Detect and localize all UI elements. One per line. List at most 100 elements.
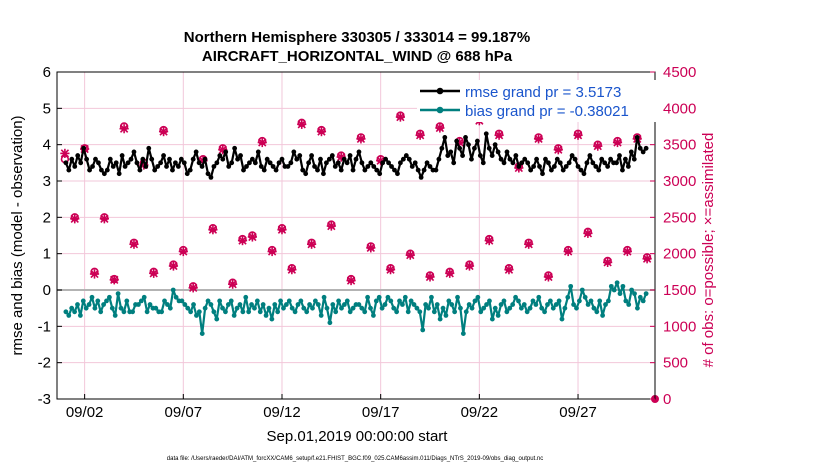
bias-point bbox=[626, 302, 632, 307]
obs-assimilated-point bbox=[70, 214, 80, 224]
bias-point bbox=[550, 305, 556, 311]
rmse-point bbox=[548, 167, 554, 173]
rmse-point bbox=[424, 160, 430, 166]
bias-point bbox=[547, 298, 553, 304]
obs-assimilated-point bbox=[287, 265, 297, 275]
rmse-point bbox=[208, 174, 214, 180]
obs-assimilated-point bbox=[583, 228, 593, 238]
rmse-point bbox=[152, 167, 158, 173]
bias-point bbox=[72, 309, 77, 315]
y-tick-label-left: 0 bbox=[43, 282, 51, 299]
rmse-point bbox=[374, 167, 380, 173]
rmse-point bbox=[306, 160, 312, 166]
bias-point bbox=[489, 316, 495, 322]
rmse-point bbox=[578, 167, 584, 173]
bias-point bbox=[301, 305, 307, 311]
bias-point bbox=[260, 302, 266, 307]
obs-assimilated-point bbox=[415, 130, 425, 140]
bias-point bbox=[411, 302, 417, 307]
bias-point bbox=[269, 316, 275, 322]
bias-point bbox=[347, 309, 353, 315]
bias-point bbox=[220, 305, 225, 311]
obs-assimilated-point bbox=[366, 243, 376, 253]
rmse-point bbox=[84, 156, 90, 162]
rmse-point bbox=[341, 156, 347, 162]
rmse-point bbox=[235, 156, 240, 162]
obs-assimilated-point bbox=[297, 119, 307, 129]
obs-assimilated-point bbox=[316, 126, 327, 137]
bias-point bbox=[429, 294, 434, 300]
rmse-point bbox=[87, 167, 92, 173]
bias-point bbox=[283, 302, 289, 307]
legend: rmse grand pr = 3.5173 bias grand pr = -… bbox=[417, 80, 657, 122]
bias-point bbox=[600, 313, 606, 318]
bias-point bbox=[382, 302, 388, 307]
obs-assimilated-point bbox=[208, 225, 218, 235]
obs-assimilated-point bbox=[563, 246, 573, 257]
bias-point bbox=[588, 298, 594, 304]
rmse-point bbox=[134, 160, 140, 166]
rmse-point bbox=[477, 153, 483, 158]
bias-point bbox=[527, 305, 533, 311]
rmse-point bbox=[439, 145, 445, 151]
rmse-point bbox=[181, 160, 187, 166]
bias-point bbox=[182, 302, 188, 307]
rmse-point bbox=[252, 160, 258, 166]
title-line-2: AIRCRAFT_HORIZONTAL_WIND @ 688 hPa bbox=[202, 48, 513, 65]
rmse-point bbox=[196, 160, 202, 166]
rmse-point bbox=[442, 135, 448, 140]
bias-point bbox=[585, 302, 591, 307]
bias-point bbox=[463, 309, 469, 315]
rmse-point bbox=[480, 160, 486, 166]
rmse-point bbox=[110, 164, 116, 169]
rmse-point bbox=[335, 160, 341, 166]
rmse-point bbox=[344, 160, 350, 166]
bias-point bbox=[205, 298, 211, 304]
obs-assimilated-point bbox=[149, 268, 159, 278]
rmse-point bbox=[220, 156, 226, 162]
bias-point bbox=[254, 298, 260, 304]
rmse-point bbox=[421, 167, 427, 173]
bias-point bbox=[391, 305, 397, 311]
bias-point bbox=[545, 302, 550, 307]
obs-assimilated-point bbox=[356, 134, 366, 144]
bias-point bbox=[365, 294, 371, 300]
y-tick-label-right: 4000 bbox=[663, 100, 696, 117]
bias-point bbox=[643, 291, 649, 297]
obs-assimilated-point bbox=[543, 272, 554, 282]
rmse-point bbox=[217, 153, 223, 158]
rmse-point bbox=[178, 156, 184, 162]
rmse-point bbox=[238, 153, 243, 158]
bias-point bbox=[106, 294, 112, 300]
obs-assimilated-point bbox=[158, 126, 169, 137]
bias-point bbox=[562, 305, 568, 311]
bias-point bbox=[472, 298, 478, 304]
rmse-point bbox=[403, 153, 409, 158]
rmse-point bbox=[489, 153, 495, 158]
bias-point bbox=[231, 313, 237, 318]
bias-point bbox=[571, 302, 576, 307]
y-tick-label-right: 2500 bbox=[663, 209, 696, 226]
obs-assimilated-point bbox=[99, 214, 109, 224]
rmse-point bbox=[72, 164, 78, 169]
bias-point bbox=[417, 309, 423, 315]
legend-bias-marker bbox=[436, 106, 444, 114]
rmse-point bbox=[551, 164, 557, 169]
rmse-point bbox=[412, 160, 418, 166]
y-tick-label-right: 4500 bbox=[663, 64, 696, 81]
bias-point bbox=[147, 302, 153, 307]
bias-point bbox=[423, 302, 429, 307]
bias-point bbox=[211, 309, 217, 315]
bias-point bbox=[101, 302, 106, 307]
rmse-point bbox=[93, 156, 98, 162]
bias-point bbox=[310, 305, 315, 311]
bias-point bbox=[542, 309, 547, 315]
bias-point bbox=[469, 305, 475, 311]
bias-point bbox=[611, 287, 617, 293]
obs-assimilated-point bbox=[346, 275, 356, 286]
rmse-point bbox=[164, 164, 169, 169]
chart-title: Northern Hemisphere 330305 / 333014 = 99… bbox=[184, 29, 530, 65]
bias-point bbox=[420, 327, 426, 333]
axis-ticks: -3 -2 -1 0 1 2 3 4 5 6 0 500 1000 1500 2000 2500 3000 350… bbox=[38, 64, 697, 421]
rmse-point bbox=[451, 160, 457, 166]
